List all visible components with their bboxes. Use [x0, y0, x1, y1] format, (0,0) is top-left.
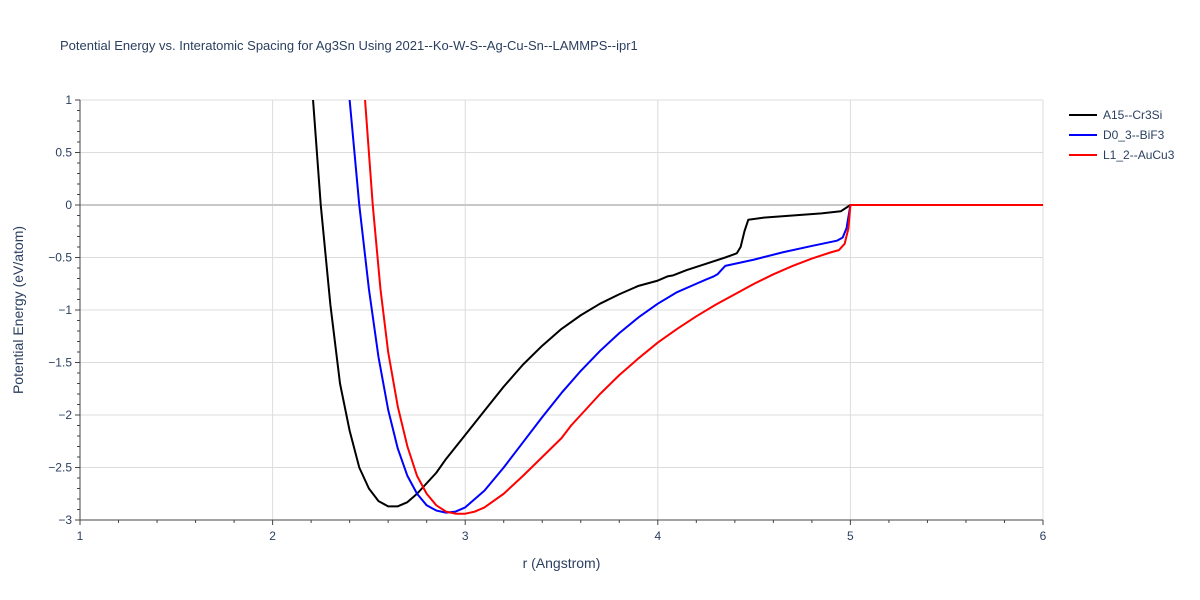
y-tick-label: 0.5: [55, 146, 72, 160]
x-tick-label: 6: [1040, 529, 1047, 543]
x-tick-label: 3: [462, 529, 469, 543]
y-tick-label: −0.5: [48, 251, 72, 265]
y-tick-label: −1: [58, 303, 72, 317]
x-tick-label: 4: [654, 529, 661, 543]
legend-item[interactable]: L1_2--AuCu3: [1069, 148, 1175, 162]
y-axis-title: Potential Energy (eV/atom): [10, 226, 26, 394]
y-tick-label: −1.5: [48, 356, 72, 370]
x-tick-label: 5: [847, 529, 854, 543]
series-layer: [312, 100, 1043, 515]
chart-title: Potential Energy vs. Interatomic Spacing…: [60, 38, 638, 53]
y-tick-label: −2: [58, 408, 72, 422]
legend[interactable]: A15--Cr3Si D0_3--BiF3 L1_2--AuCu3: [1069, 108, 1175, 162]
legend-item[interactable]: D0_3--BiF3: [1069, 128, 1165, 142]
x-tick-label: 2: [269, 529, 276, 543]
x-axis-title: r (Angstrom): [523, 555, 601, 571]
x-tick-labels: 1 2 3 4 5 6: [77, 529, 1047, 543]
y-tick-label: −2.5: [48, 461, 72, 475]
series-line-1: [348, 100, 1043, 514]
legend-label: A15--Cr3Si: [1103, 108, 1162, 122]
series-line-2: [364, 100, 1043, 515]
series-line-0: [312, 100, 1043, 508]
x-tick-label: 1: [77, 529, 84, 543]
y-tick-label: −3: [58, 513, 72, 527]
grid-lines: [79, 99, 1044, 521]
y-tick-label: 1: [65, 93, 72, 107]
legend-label: L1_2--AuCu3: [1103, 148, 1175, 162]
legend-item[interactable]: A15--Cr3Si: [1069, 108, 1162, 122]
axes: [75, 99, 1044, 525]
y-tick-labels: 1 0.5 0 −0.5 −1 −1.5 −2 −2.5 −3: [48, 93, 72, 527]
y-tick-label: 0: [65, 198, 72, 212]
legend-label: D0_3--BiF3: [1103, 128, 1165, 142]
